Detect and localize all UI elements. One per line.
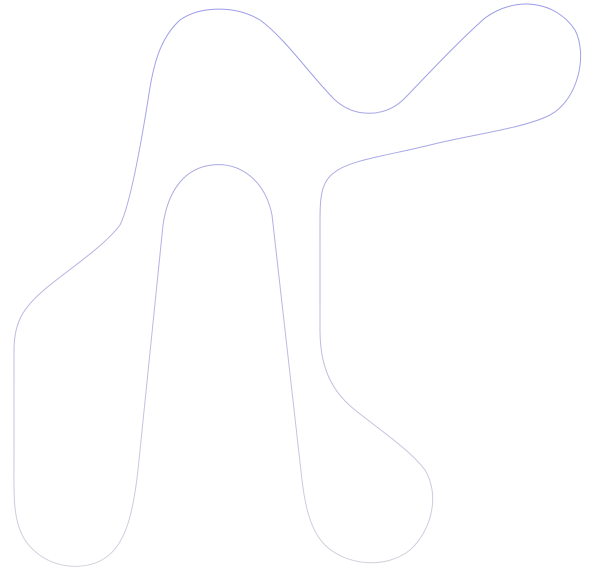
blob-outline-path — [14, 4, 581, 566]
